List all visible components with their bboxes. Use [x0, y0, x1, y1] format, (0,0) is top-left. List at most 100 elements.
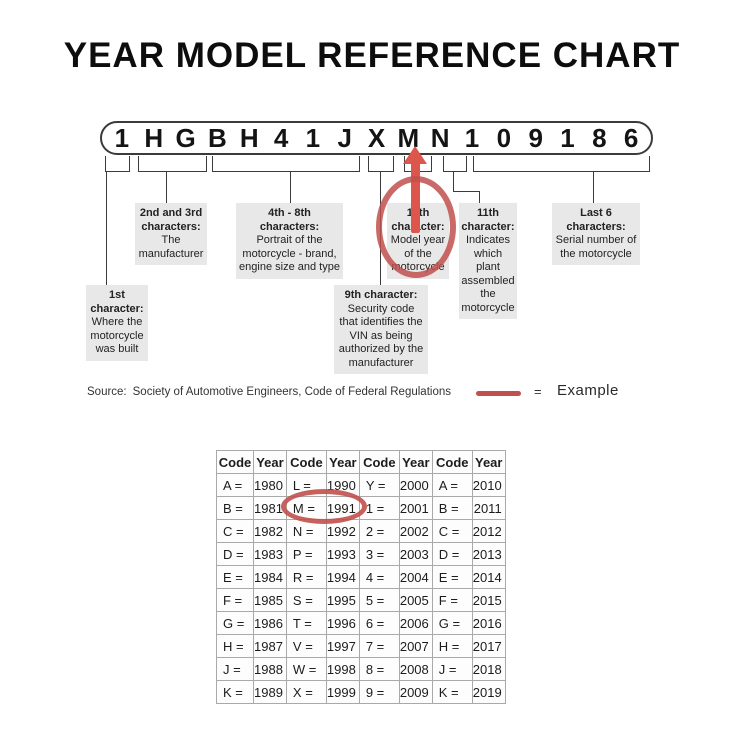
code-cell: B = [431, 496, 473, 520]
year-cell: 1994 [325, 565, 360, 589]
code-cell: R = [285, 565, 327, 589]
note-char11-body: Indicates which plant assembled the moto… [461, 234, 515, 314]
bracket-char9 [368, 156, 394, 172]
note-last6-heading: Last 6 characters: [566, 207, 626, 233]
code-cell: F = [216, 588, 254, 612]
example-circle-10th-character [376, 176, 456, 278]
table-header-cell: Code [431, 450, 473, 474]
code-cell: P = [285, 542, 327, 566]
year-cell: 1986 [253, 611, 287, 635]
vin-char: 0 [496, 123, 512, 153]
code-cell: E = [431, 565, 473, 589]
code-cell: C = [431, 519, 473, 543]
code-cell: K = [216, 680, 254, 704]
code-cell: A = [216, 473, 254, 497]
table-header-cell: Code [285, 450, 327, 474]
year-cell: 1996 [325, 611, 360, 635]
table-row: C = 1982 N = 1992 2 = 2002 C = 2012 [216, 519, 506, 543]
bracket-char4-8 [212, 156, 360, 172]
year-cell: 1985 [253, 588, 287, 612]
code-cell: 9 = [358, 680, 400, 704]
year-cell: 1993 [325, 542, 360, 566]
year-cell: 1982 [253, 519, 287, 543]
note-char4-8: 4th - 8th characters: Portrait of the mo… [236, 203, 343, 279]
vin-char: H [239, 123, 259, 153]
table-row: E = 1984 R = 1994 4 = 2004 E = 2014 [216, 565, 506, 589]
note-char1-body: Where the motorcycle was built [90, 316, 144, 355]
connector-last6 [593, 171, 594, 204]
table-row: K = 1989 X = 1999 9 = 2009 K = 2019 [216, 680, 506, 704]
connector-char1 [106, 171, 107, 285]
connector-char4-8 [290, 171, 291, 204]
table-row: G = 1986 T = 1996 6 = 2006 G = 2016 [216, 611, 506, 635]
source-text: Society of Automotive Engineers, Code of… [132, 386, 451, 398]
year-cell: 2005 [398, 588, 433, 612]
vin-char: 1 [114, 123, 130, 153]
year-cell: 2008 [398, 657, 433, 681]
vin-char: 9 [528, 123, 543, 153]
year-cell: 2007 [398, 634, 433, 658]
year-cell: 1997 [325, 634, 360, 658]
code-cell: D = [216, 542, 254, 566]
note-char9: 9th character: Security code that identi… [334, 285, 428, 374]
year-cell: 1988 [253, 657, 287, 681]
legend-equals: = [534, 384, 542, 399]
note-char2-3: 2nd and 3rd characters: The manufacturer [135, 203, 207, 265]
year-cell: 1999 [325, 680, 360, 704]
code-cell: A = [431, 473, 473, 497]
code-cell: X = [285, 680, 327, 704]
table-header-cell: Code [216, 450, 254, 474]
year-cell: 1984 [253, 565, 287, 589]
table-header-cell: Year [398, 450, 433, 474]
year-cell: 2019 [471, 680, 506, 704]
table-header-cell: Year [471, 450, 506, 474]
code-cell: 6 = [358, 611, 400, 635]
year-cell: 1989 [253, 680, 287, 704]
code-cell: G = [216, 611, 254, 635]
table-header-cell: Year [253, 450, 287, 474]
year-cell: 1983 [253, 542, 287, 566]
code-cell: T = [285, 611, 327, 635]
note-char1: 1st character: Where the motorcycle was … [86, 285, 148, 361]
year-cell: 1987 [253, 634, 287, 658]
vin-char: 1 [305, 123, 321, 153]
year-cell: 2017 [471, 634, 506, 658]
vin-char: J [337, 123, 352, 153]
year-cell: 2002 [398, 519, 433, 543]
example-color-swatch [476, 391, 521, 396]
year-cell: 1980 [253, 473, 287, 497]
code-cell: 2 = [358, 519, 400, 543]
year-cell: 2013 [471, 542, 506, 566]
bracket-char11 [443, 156, 467, 172]
year-cell: 2012 [471, 519, 506, 543]
vin-char: 4 [273, 123, 289, 153]
note-last6: Last 6 characters: Serial number of the … [552, 203, 640, 265]
year-cell: 2003 [398, 542, 433, 566]
code-cell: H = [431, 634, 473, 658]
code-cell: B = [216, 496, 254, 520]
vin-char: B [208, 123, 227, 153]
table-row: A = 1980 L = 1990 Y = 2000 A = 2010 [216, 473, 506, 497]
year-cell: 2006 [398, 611, 433, 635]
year-cell: 2011 [471, 496, 506, 520]
code-cell: 3 = [358, 542, 400, 566]
note-char9-body: Security code that identifies the VIN as… [338, 302, 424, 369]
year-code-table: Code Year Code Year Code Year Code Year A = 1980 L… [216, 450, 506, 704]
year-cell: 2018 [471, 657, 506, 681]
note-char4-8-heading: 4th - 8th characters: [259, 207, 320, 233]
code-cell: 4 = [358, 565, 400, 589]
code-cell: F = [431, 588, 473, 612]
example-arrow-icon [403, 146, 427, 164]
bracket-last6 [473, 156, 650, 172]
connector-char11-v2 [479, 191, 480, 204]
vin-char: X [367, 123, 386, 153]
note-char2-3-body: The manufacturer [138, 234, 204, 260]
table-row: J = 1988 W = 1998 8 = 2008 J = 2018 [216, 657, 506, 681]
year-cell: 1998 [325, 657, 360, 681]
vin-char: M [397, 123, 420, 153]
code-cell: K = [431, 680, 473, 704]
table-header-cell: Code [358, 450, 400, 474]
code-cell: J = [431, 657, 473, 681]
note-char4-8-body: Portrait of the motorcycle - brand, engi… [239, 234, 340, 273]
table-row: H = 1987 V = 1997 7 = 2007 H = 2017 [216, 634, 506, 658]
